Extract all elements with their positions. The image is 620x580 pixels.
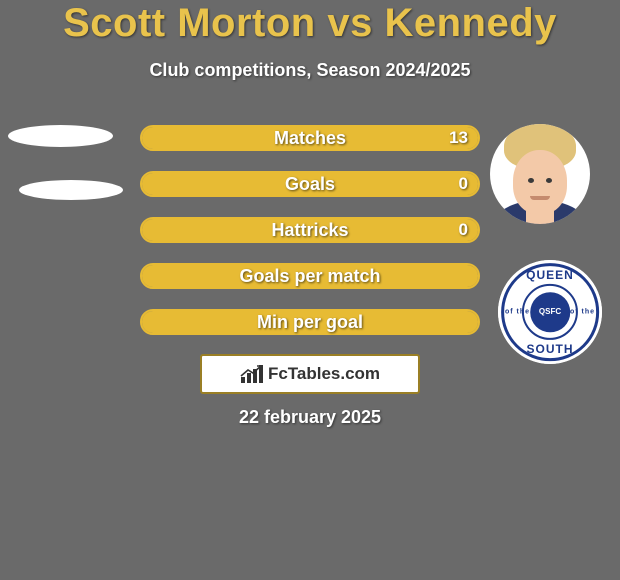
stat-value: 0 bbox=[459, 174, 468, 194]
stat-row-matches: Matches 13 bbox=[140, 125, 480, 151]
stat-label: Hattricks bbox=[271, 220, 348, 241]
club-badge: QUEEN SOUTH of the of the QSFC bbox=[498, 260, 602, 364]
stat-row-goals: Goals 0 bbox=[140, 171, 480, 197]
player-avatar bbox=[490, 124, 590, 224]
bar-chart-arrow-icon bbox=[240, 365, 262, 383]
stat-label: Goals per match bbox=[239, 266, 380, 287]
left-ellipse-1 bbox=[8, 125, 113, 147]
stat-row-goals-per-match: Goals per match bbox=[140, 263, 480, 289]
player-face-icon bbox=[490, 124, 590, 224]
stat-value: 13 bbox=[449, 128, 468, 148]
stat-label: Min per goal bbox=[257, 312, 363, 333]
badge-text-right: of the bbox=[570, 309, 595, 316]
stat-value: 0 bbox=[459, 220, 468, 240]
badge-text-top: QUEEN bbox=[526, 268, 574, 282]
page-subtitle: Club competitions, Season 2024/2025 bbox=[0, 60, 620, 81]
left-ellipse-2 bbox=[19, 180, 123, 200]
club-badge-icon: QUEEN SOUTH of the of the QSFC bbox=[498, 260, 602, 364]
page-title: Scott Morton vs Kennedy bbox=[0, 1, 620, 46]
stat-label: Matches bbox=[274, 128, 346, 149]
comparison-infographic: Scott Morton vs Kennedy Club competition… bbox=[0, 0, 620, 580]
badge-center-text: QSFC bbox=[539, 307, 561, 316]
banner-text: FcTables.com bbox=[268, 364, 380, 384]
footer-date: 22 february 2025 bbox=[0, 407, 620, 428]
badge-text-left: of the bbox=[505, 309, 530, 316]
fctables-banner: FcTables.com bbox=[200, 354, 420, 394]
stat-row-min-per-goal: Min per goal bbox=[140, 309, 480, 335]
stat-row-hattricks: Hattricks 0 bbox=[140, 217, 480, 243]
badge-text-bottom: SOUTH bbox=[527, 342, 574, 356]
stat-label: Goals bbox=[285, 174, 335, 195]
